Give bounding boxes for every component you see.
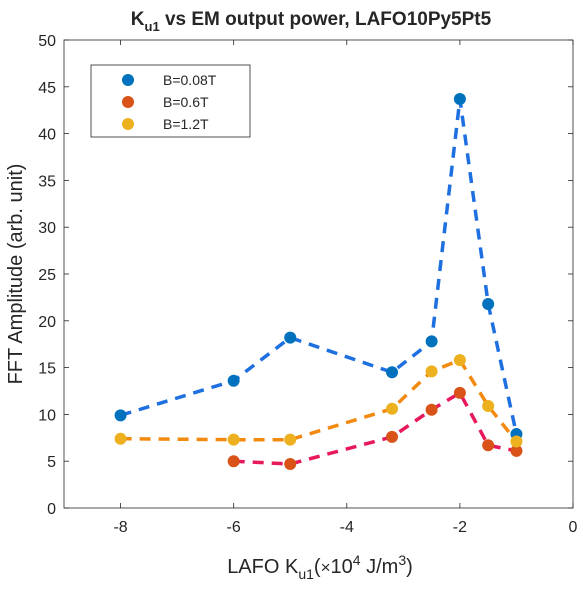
y-tick-label: 35 [38,173,56,190]
series-3-point [284,433,297,446]
x-tick-label: -8 [113,519,127,536]
y-tick-label: 50 [38,33,56,50]
y-tick-label: 20 [38,314,56,331]
series-3-point [482,399,495,412]
y-tick-label: 0 [47,501,56,518]
legend: B=0.08T B=0.6T B=1.2T [90,64,251,138]
legend-box [90,64,251,138]
series-1-point [482,297,495,310]
series-1-point [386,366,399,379]
legend-marker [122,96,134,108]
x-tick-label: -6 [227,519,241,536]
series-2-point [227,455,240,468]
series-3-point [453,354,466,367]
series-2-point [482,439,495,452]
series-3-point [425,365,438,378]
series-3-point [114,432,127,445]
series-1-point [227,374,240,387]
y-tick-label: 10 [38,407,56,424]
legend-marker [122,74,134,86]
series-2-point [453,386,466,399]
legend-label: B=0.08T [163,72,217,88]
series-1-point [284,331,297,344]
legend-label: B=1.2T [163,116,209,132]
x-tick-label: 0 [569,519,578,536]
series-2-point [386,430,399,443]
legend-marker [122,118,134,130]
series-3-point [227,433,240,446]
series-1-point [425,335,438,348]
series-lines [120,97,519,466]
plot-area: 0 5 10 15 20 25 30 35 40 45 50 -8 -6 -4 -2 0 [38,33,577,536]
chart-title: Ku1 vs EM output power, LAFO10Py5Pt5 [131,9,492,34]
y-tick-label: 25 [38,267,56,284]
series-2-point [510,444,523,457]
series-points [114,92,523,471]
y-tick-label: 5 [47,454,56,471]
y-tick-label: 40 [38,127,56,144]
y-tick-label: 30 [38,220,56,237]
legend-label: B=0.6T [163,94,209,110]
x-tick-label: -4 [340,519,354,536]
series-3-point [386,402,399,415]
y-tick-label: 45 [38,80,56,97]
series-line-2 [233,391,517,466]
x-axis: -8 -6 -4 -2 0 [113,40,578,536]
series-3-point [510,435,523,448]
x-axis-title: LAFO Ku1(×104 J/m3) [227,552,413,582]
series-1-point [114,409,127,422]
y-axis: 0 5 10 15 20 25 30 35 40 45 50 [38,33,573,518]
series-line-3 [120,358,518,443]
series-line-1 [120,97,519,435]
series-1-point [453,92,466,105]
x-tick-label: -2 [453,519,467,536]
series-2-point [425,403,438,416]
y-tick-label: 15 [38,361,56,378]
y-axis-title: FFT Amplitude (arb. unit) [5,164,27,385]
series-2-point [284,458,297,471]
